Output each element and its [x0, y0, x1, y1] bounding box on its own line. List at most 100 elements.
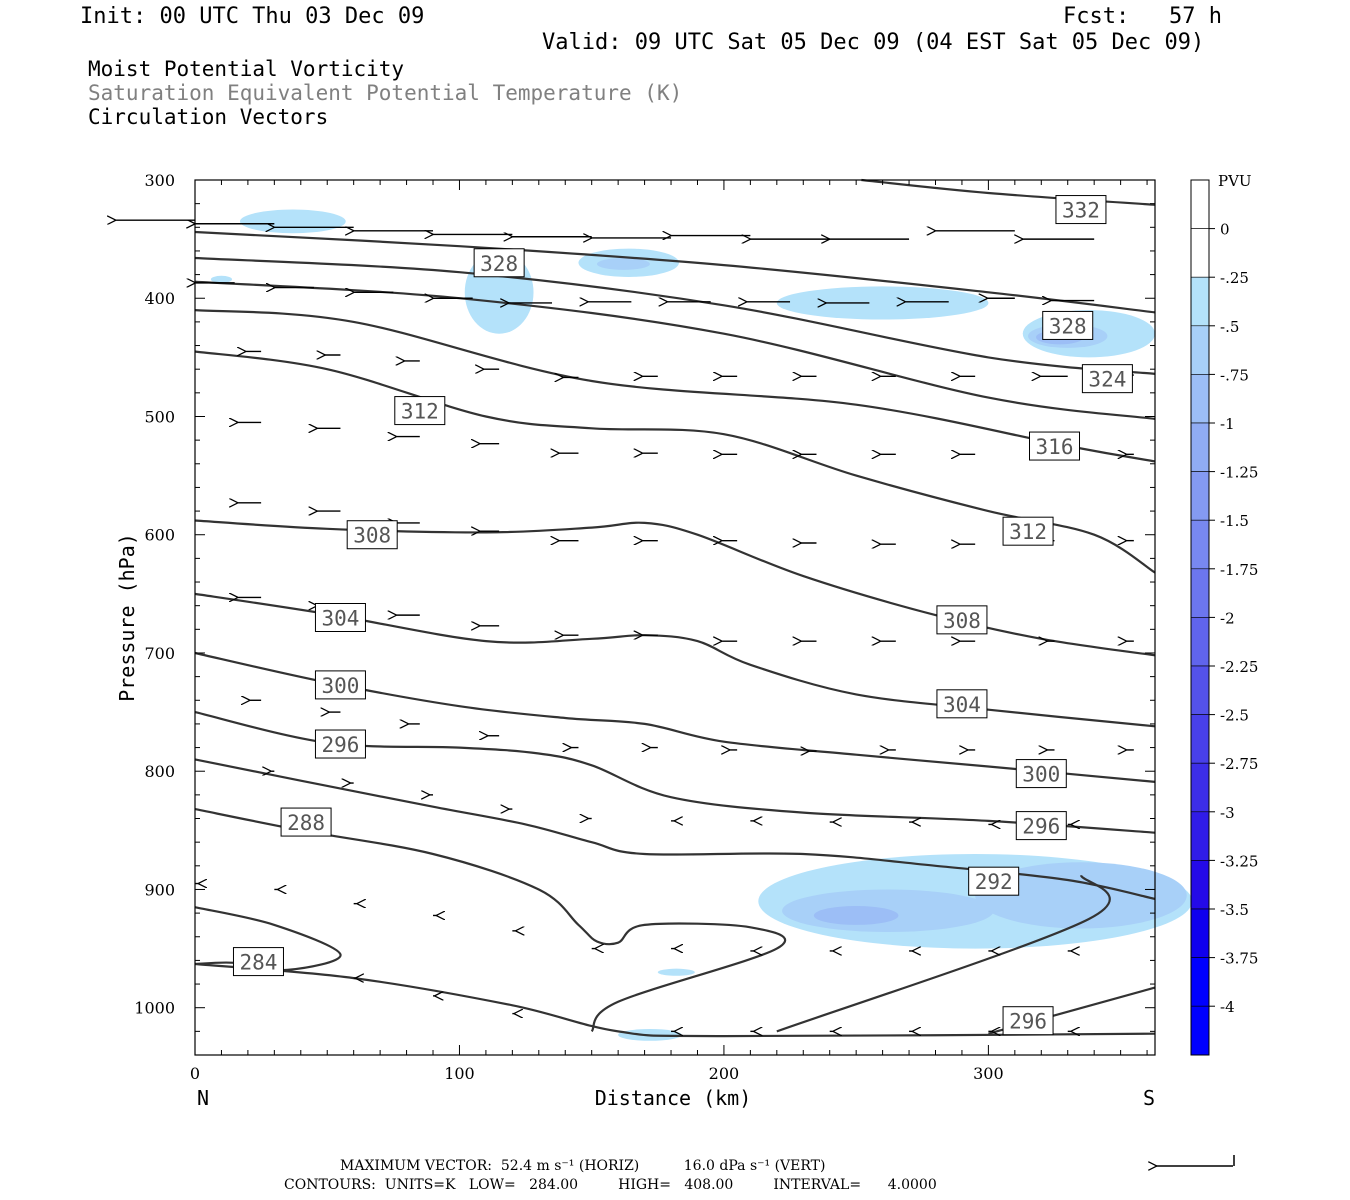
colorbar-label: -2.75 [1220, 755, 1258, 773]
colorbar-label: -4 [1220, 998, 1235, 1016]
contour-label-text: 300 [1022, 763, 1060, 787]
y-tick-label: 1000 [134, 999, 175, 1018]
contour-label: 304 [314, 603, 366, 632]
colorbar-label: -2 [1220, 609, 1235, 627]
theta-contour-324 [194, 256, 1156, 375]
x-axis-label: Distance (km) [595, 1086, 752, 1110]
pv-region [239, 209, 346, 234]
y-axis-label: Pressure (hPa) [115, 533, 139, 702]
colorbar-label: -3.25 [1220, 852, 1258, 870]
x-tick-label: 100 [444, 1064, 475, 1083]
y-tick-label: 300 [144, 171, 175, 190]
contour-label-text: 312 [1009, 520, 1047, 544]
colorbar-band [1190, 860, 1210, 910]
contour-label-text: 324 [1088, 368, 1126, 392]
y-tick-label: 800 [144, 762, 175, 781]
contour-label: 324 [1081, 364, 1133, 394]
colorbar-label: -1.5 [1220, 512, 1249, 530]
colorbar-band [1190, 179, 1210, 229]
contour-label: 296 [1015, 811, 1067, 841]
colorbar-band [1190, 957, 1210, 1007]
max-vector-note: MAXIMUM VECTOR: 52.4 m s⁻¹ (HORIZ) 16.0 … [340, 1158, 826, 1174]
theta-contour-284 [194, 962, 1156, 1038]
contour-label: 316 [1029, 431, 1081, 461]
y-tick-label: 600 [144, 526, 175, 545]
colorbar-band [1190, 568, 1210, 618]
x-tick-label: 300 [973, 1064, 1004, 1083]
colorbar-band [1190, 519, 1210, 570]
colorbar-band [1190, 228, 1210, 278]
y-tick-label: 900 [144, 880, 175, 899]
pv-region [813, 906, 899, 925]
y-tick-label: 700 [144, 644, 175, 663]
contour-label: 300 [314, 670, 366, 700]
colorbar-band [1190, 276, 1210, 327]
colorbar-band [1190, 665, 1210, 715]
contour-label: 288 [280, 807, 332, 837]
pv-region [657, 968, 695, 976]
theta-contour-320 [194, 280, 1156, 420]
pv-region [596, 258, 650, 270]
theta-contour-292 [776, 874, 1111, 1033]
colorbar-label: -1 [1220, 415, 1235, 433]
contour-label: 308 [346, 520, 398, 550]
field-title-vectors: Circulation Vectors [88, 105, 329, 129]
contour-label-text: 292 [975, 870, 1013, 894]
contour-label-text: 312 [401, 400, 439, 424]
colorbar-band [1190, 422, 1210, 472]
contour-label-text: 296 [1009, 1010, 1047, 1034]
colorbar-label: -.5 [1220, 318, 1239, 336]
colorbar-label: -3.5 [1220, 901, 1249, 919]
north-end-label: N [197, 1086, 209, 1110]
plot-frame: 300 400 500 600 700 800 900 1000 0 100 200 300 N S Dis… [115, 171, 1156, 1110]
contour-label-text: 308 [353, 524, 391, 548]
contour-label: 304 [936, 689, 988, 719]
contour-label-text: 288 [287, 811, 325, 835]
contour-label: 300 [1015, 759, 1067, 789]
theta-contour-328 [194, 230, 1156, 314]
contour-label: 332 [1055, 195, 1107, 225]
y-tick-label: 500 [144, 407, 175, 426]
contour-label: 328 [473, 248, 525, 278]
theta-contour-288 [194, 808, 787, 1033]
colorbar-band [1190, 617, 1210, 667]
colorbar-label: -.25 [1220, 269, 1249, 287]
colorbar-label: -2.5 [1220, 707, 1249, 725]
colorbar-band [1190, 714, 1210, 764]
forecast-hour: Fcst: 57 h [1063, 4, 1222, 29]
contour-label-text: 304 [321, 607, 359, 631]
contour-label: 328 [1042, 310, 1094, 340]
pv-region [776, 286, 989, 320]
colorbar-band [1190, 811, 1210, 861]
plot-border [194, 179, 1156, 1056]
contour-label-text: 296 [1022, 815, 1060, 839]
colorbar-title: PVU [1218, 172, 1252, 190]
colorbar-band [1190, 908, 1210, 958]
pv-region [975, 862, 1187, 929]
contour-label: 312 [394, 396, 446, 426]
pv-colorbar: PVU 0 -.25 -.5 -.75 -1 -1.25 -1.5 -1.75 -2 -2.25 -2… [1190, 172, 1258, 1056]
field-title-theta-es: Saturation Equivalent Potential Temperat… [88, 81, 683, 105]
contour-label: 292 [968, 866, 1020, 896]
contour-labels: 332 328 328 324 316 312 312 308 308 304 304 300 300 2… [232, 195, 1133, 1036]
contour-label-text: 296 [321, 733, 359, 757]
contour-label-text: 284 [240, 951, 278, 975]
valid-time: Valid: 09 UTC Sat 05 Dec 09 (04 EST Sat … [542, 30, 1205, 55]
colorbar-label: -1.25 [1220, 464, 1258, 482]
contour-label-text: 300 [321, 674, 359, 698]
field-title-pv: Moist Potential Vorticity [88, 57, 405, 81]
init-time: Init: 00 UTC Thu 03 Dec 09 [80, 4, 425, 29]
south-end-label: S [1143, 1086, 1155, 1110]
contour-label: 296 [314, 729, 366, 759]
colorbar-label: -3 [1220, 804, 1235, 822]
theta-contour-316 [194, 309, 1156, 463]
x-tick-label: 0 [190, 1064, 200, 1083]
colorbar-label: -.75 [1220, 366, 1249, 384]
contour-label: 296 [1002, 1006, 1054, 1036]
colorbar-band [1190, 325, 1210, 375]
contour-label-text: 332 [1062, 199, 1100, 223]
contour-label: 284 [232, 947, 284, 977]
contour-label: 308 [936, 605, 988, 635]
colorbar-label: -1.75 [1220, 561, 1258, 579]
